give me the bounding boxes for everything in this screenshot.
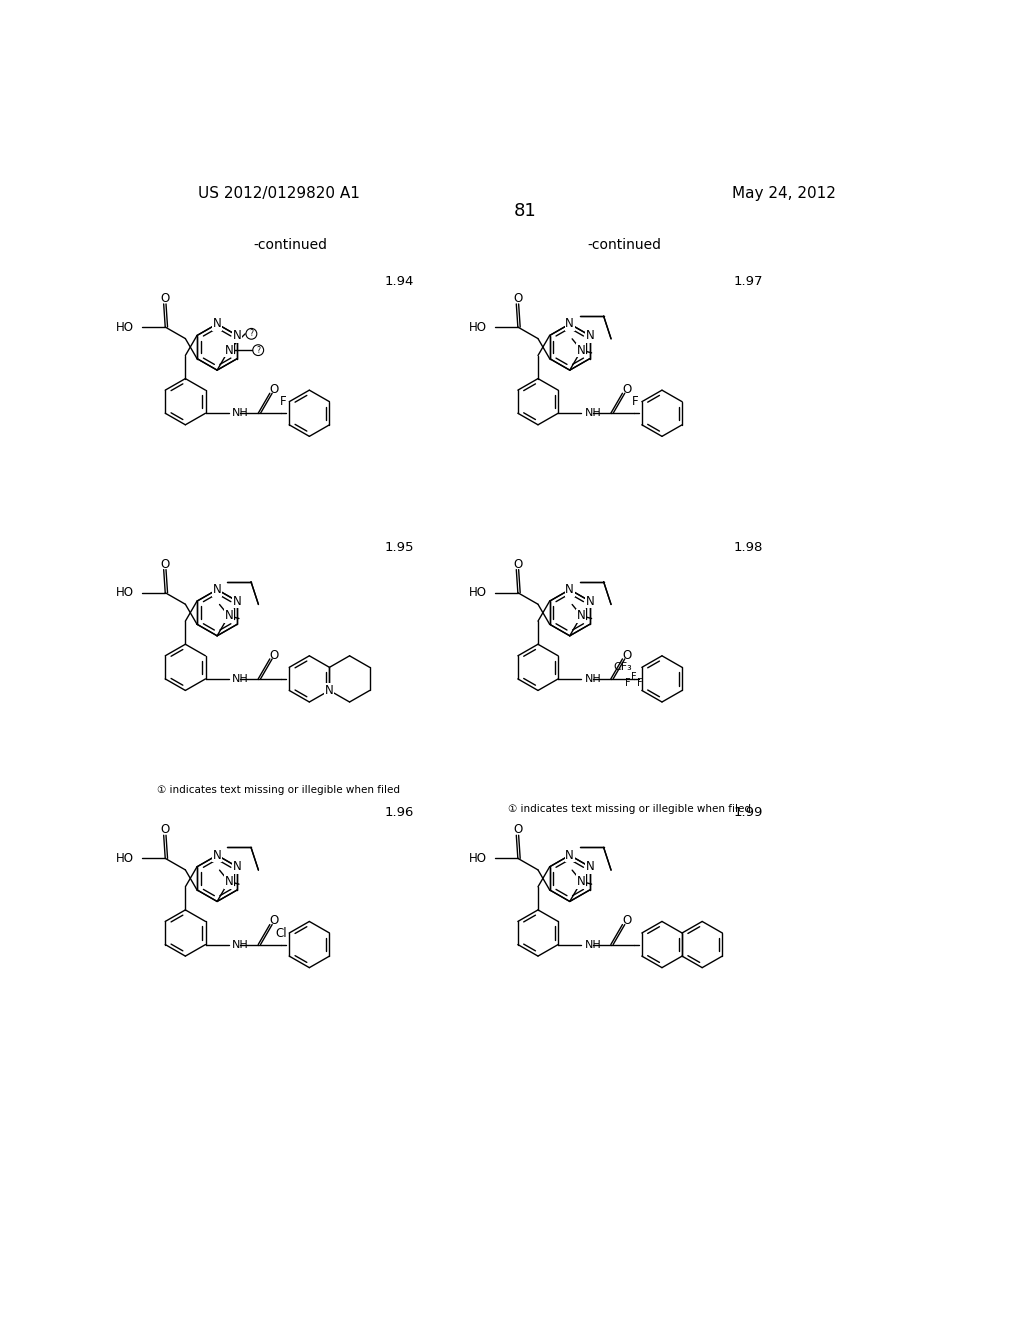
Text: N: N — [586, 861, 594, 874]
Text: O: O — [513, 292, 522, 305]
Text: N: N — [565, 583, 574, 597]
Text: HO: HO — [117, 321, 134, 334]
Text: 81: 81 — [513, 202, 537, 219]
Text: O: O — [513, 824, 522, 837]
Text: N: N — [577, 875, 586, 888]
Text: N: N — [586, 329, 594, 342]
Text: HO: HO — [469, 851, 486, 865]
Text: N: N — [586, 861, 594, 874]
Text: N: N — [565, 583, 574, 597]
Text: N: N — [232, 329, 242, 342]
Text: N: N — [224, 610, 233, 622]
Text: 1.95: 1.95 — [384, 541, 414, 554]
Text: -continued: -continued — [254, 238, 328, 252]
Text: US 2012/0129820 A1: US 2012/0129820 A1 — [198, 186, 359, 201]
Text: HO: HO — [469, 586, 486, 599]
Text: O: O — [161, 824, 170, 837]
Text: HO: HO — [117, 851, 134, 865]
Text: O: O — [270, 915, 280, 927]
Text: F: F — [625, 677, 631, 688]
Text: O: O — [270, 648, 280, 661]
Text: N: N — [232, 329, 242, 342]
Text: HO: HO — [117, 586, 134, 599]
Text: N: N — [213, 317, 221, 330]
Text: N: N — [232, 861, 242, 874]
Text: F: F — [280, 395, 287, 408]
Text: O: O — [161, 292, 170, 305]
Text: N: N — [565, 849, 574, 862]
Text: Cl: Cl — [275, 927, 288, 940]
Text: NH: NH — [585, 940, 601, 949]
Text: NH: NH — [231, 408, 249, 418]
Text: ?: ? — [250, 329, 253, 338]
Text: 1.99: 1.99 — [733, 807, 763, 820]
Text: N: N — [224, 875, 233, 888]
Text: NH: NH — [231, 940, 249, 949]
Text: O: O — [513, 558, 522, 570]
Text: 1.97: 1.97 — [733, 275, 763, 288]
Text: N: N — [586, 594, 594, 607]
Text: F: F — [631, 672, 637, 681]
Text: O: O — [623, 915, 632, 927]
Text: O: O — [623, 383, 632, 396]
Text: N: N — [213, 583, 221, 597]
Text: N: N — [577, 610, 586, 622]
Text: N: N — [232, 594, 242, 607]
Text: -continued: -continued — [587, 238, 662, 252]
Text: 1.94: 1.94 — [385, 275, 414, 288]
Text: F: F — [633, 395, 639, 408]
Text: N: N — [325, 684, 334, 697]
Text: N: N — [213, 849, 221, 862]
Text: N: N — [565, 317, 574, 330]
Text: 1.98: 1.98 — [733, 541, 763, 554]
Text: N: N — [565, 849, 574, 862]
Text: NH: NH — [585, 675, 601, 684]
Text: N: N — [577, 343, 586, 356]
Text: HO: HO — [469, 321, 486, 334]
Text: ?: ? — [256, 346, 260, 355]
Text: N: N — [213, 849, 221, 862]
Text: N: N — [213, 583, 221, 597]
Text: F: F — [637, 677, 642, 688]
Text: May 24, 2012: May 24, 2012 — [732, 186, 837, 201]
Text: N: N — [232, 861, 242, 874]
Text: CF₃: CF₃ — [613, 663, 633, 672]
Text: ① indicates text missing or illegible when filed: ① indicates text missing or illegible wh… — [508, 804, 751, 814]
Text: O: O — [623, 648, 632, 661]
Text: 1.96: 1.96 — [385, 807, 414, 820]
Text: N: N — [224, 343, 233, 356]
Text: N: N — [586, 594, 594, 607]
Text: NH: NH — [231, 675, 249, 684]
Text: N: N — [232, 594, 242, 607]
Text: N: N — [586, 329, 594, 342]
Text: NH: NH — [585, 408, 601, 418]
Text: ① indicates text missing or illegible when filed: ① indicates text missing or illegible wh… — [158, 785, 400, 795]
Text: N: N — [565, 317, 574, 330]
Text: O: O — [270, 383, 280, 396]
Text: O: O — [161, 558, 170, 570]
Text: N: N — [213, 317, 221, 330]
